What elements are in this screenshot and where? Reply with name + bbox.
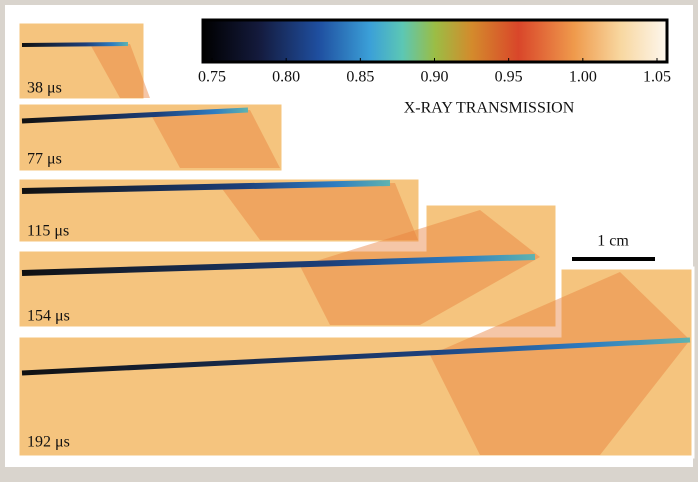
jet	[21, 254, 536, 276]
colorbar-tick-label: 0.90	[421, 69, 449, 86]
colorbar-tick-label: 1.00	[569, 69, 597, 86]
jet	[21, 180, 391, 194]
colorbar-tick-label: 0.95	[495, 69, 523, 86]
colorbar-tick-label: 0.80	[272, 69, 300, 86]
jet	[21, 337, 691, 376]
frame-label: 115 μs	[27, 223, 69, 240]
frame-label: 192 μs	[27, 434, 70, 451]
scale-bar-label: 1 cm	[597, 233, 629, 250]
shock	[150, 110, 280, 168]
colorbar-tick-label: 0.85	[346, 69, 374, 86]
colorbar-tick-label: 1.05	[643, 69, 671, 86]
shock	[300, 210, 540, 325]
frames: 38 μs 77 μs 115 μs 154 μs 192 μs	[16, 20, 695, 459]
frame	[16, 266, 695, 459]
colorbar-label: X-RAY TRANSMISSION	[404, 100, 575, 117]
colorbar	[201, 18, 669, 64]
frame-label: 38 μs	[27, 80, 62, 97]
frame-label: 77 μs	[27, 151, 62, 168]
shock	[90, 44, 150, 98]
shock	[220, 183, 418, 240]
jet	[21, 42, 129, 47]
frame	[16, 20, 147, 102]
shock	[430, 272, 690, 455]
colorbar-tick-label: 0.75	[198, 69, 226, 86]
frame	[16, 101, 285, 174]
jet	[21, 107, 249, 124]
frame-label: 154 μs	[27, 308, 70, 325]
